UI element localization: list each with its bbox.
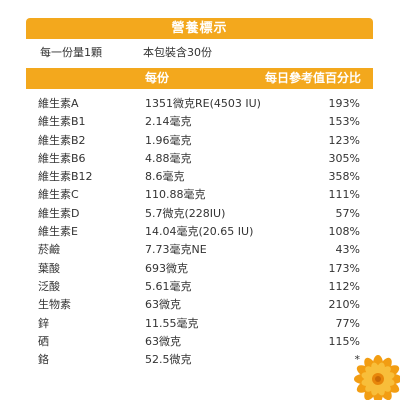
table-row: 鉻 52.5微克 * [26, 351, 373, 369]
nutrient-amount: 1.96毫克 [145, 133, 192, 147]
nutrient-amount: 14.04毫克(20.65 IU) [145, 225, 254, 239]
nutrient-percent: 77% [335, 316, 360, 330]
nutrient-amount: 110.88毫克 [145, 188, 206, 202]
nutrient-name: 硒 [38, 334, 49, 348]
table-row: 鋅 11.55毫克 77% [26, 315, 373, 333]
nutrient-amount: 5.7微克(228IU) [145, 206, 226, 220]
nutrient-name: 維生素B2 [38, 133, 86, 147]
nutrient-percent: 111% [328, 188, 360, 202]
table-row: 維生素A 1351微克RE(4503 IU) 193% [26, 95, 373, 113]
nutrient-name: 維生素B1 [38, 115, 86, 129]
table-row: 生物素 63微克 210% [26, 296, 373, 314]
table-row: 泛酸 5.61毫克 112% [26, 278, 373, 296]
nutrient-amount: 5.61毫克 [145, 279, 192, 293]
label-title: 營養標示 [26, 18, 373, 39]
table-row: 維生素B6 4.88毫克 305% [26, 150, 373, 168]
nutrient-table: 維生素A 1351微克RE(4503 IU) 193% 維生素B1 2.14毫克… [26, 95, 373, 369]
servings-per-pack: 本包裝含30份 [143, 46, 212, 59]
nutrient-percent: * [354, 353, 361, 367]
nutrient-name: 維生素A [38, 97, 79, 110]
nutrient-percent: 123% [328, 133, 360, 147]
table-row: 硒 63微克 115% [26, 333, 373, 351]
nutrient-name: 維生素D [38, 206, 80, 220]
table-row: 維生素C 110.88毫克 111% [26, 186, 373, 204]
column-header-percent: 每日參考值百分比 [264, 71, 361, 85]
table-row: 維生素B12 8.6毫克 358% [26, 168, 373, 186]
nutrient-name: 維生素B12 [38, 170, 93, 184]
nutrient-amount: 52.5微克 [145, 353, 192, 367]
nutrient-percent: 108% [328, 225, 360, 239]
nutrient-name: 菸鹼 [38, 243, 60, 257]
nutrient-percent: 43% [335, 243, 360, 257]
nutrient-amount: 4.88毫克 [145, 151, 192, 165]
nutrient-percent: 173% [328, 261, 360, 275]
nutrient-amount: 7.73毫克NE [145, 243, 207, 257]
table-row: 菸鹼 7.73毫克NE 43% [26, 241, 373, 259]
nutrient-amount: 693微克 [145, 261, 188, 275]
nutrient-percent: 193% [328, 97, 360, 110]
serving-size: 每一份量1顆 [40, 46, 102, 59]
nutrient-name: 鋅 [38, 316, 49, 330]
nutrient-percent: 112% [328, 279, 360, 293]
nutrient-percent: 115% [328, 334, 360, 348]
table-row: 維生素B1 2.14毫克 153% [26, 113, 373, 131]
table-row: 維生素D 5.7微克(228IU) 57% [26, 205, 373, 223]
table-row: 維生素E 14.04毫克(20.65 IU) 108% [26, 223, 373, 241]
serving-info: 每一份量1顆 本包裝含30份 [26, 43, 373, 63]
nutrient-amount: 63微克 [145, 298, 181, 312]
nutrient-percent: 153% [328, 115, 360, 129]
nutrient-name: 維生素B6 [38, 151, 86, 165]
nutrient-percent: 57% [335, 206, 360, 220]
nutrient-amount: 2.14毫克 [145, 115, 192, 129]
nutrient-name: 維生素E [38, 225, 78, 239]
nutrient-amount: 8.6毫克 [145, 170, 185, 184]
table-header: 每份 每日參考值百分比 [26, 68, 373, 89]
nutrient-percent: 305% [328, 151, 360, 165]
nutrient-percent: 358% [328, 170, 360, 184]
nutrient-amount: 63微克 [145, 334, 181, 348]
nutrient-percent: 210% [328, 298, 360, 312]
nutrient-name: 維生素C [38, 188, 79, 202]
table-row: 維生素B2 1.96毫克 123% [26, 132, 373, 150]
nutrient-name: 泛酸 [38, 279, 60, 293]
table-row: 葉酸 693微克 173% [26, 260, 373, 278]
marigold-flower-icon [354, 355, 400, 400]
nutrient-name: 葉酸 [38, 261, 60, 275]
nutrient-amount: 11.55毫克 [145, 316, 199, 330]
nutrient-amount: 1351微克RE(4503 IU) [145, 97, 261, 110]
nutrient-name: 生物素 [38, 298, 71, 312]
nutrient-name: 鉻 [38, 353, 49, 367]
column-header-amount: 每份 [145, 71, 170, 85]
